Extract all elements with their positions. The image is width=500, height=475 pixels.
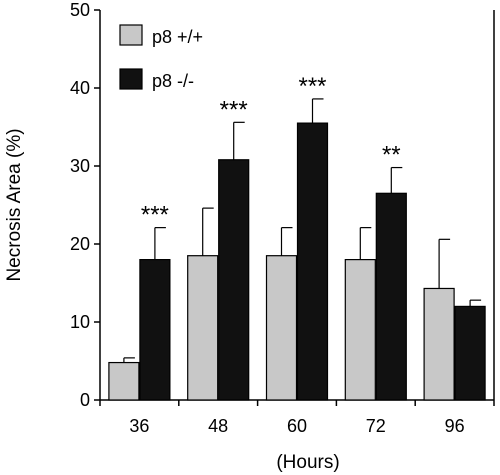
significance-marker: *** [141, 202, 169, 229]
x-tick-label: 36 [129, 416, 149, 436]
legend-swatch-p8-ko [119, 68, 143, 90]
y-tick-label: 20 [70, 234, 90, 254]
x-tick-label: 72 [366, 416, 386, 436]
bar-p8-ko [375, 192, 407, 401]
y-tick-label: 40 [70, 78, 90, 98]
y-tick-label: 10 [70, 312, 90, 332]
x-tick-label: 96 [445, 416, 465, 436]
y-tick-label: 0 [80, 390, 90, 410]
bar-p8-wt [265, 255, 298, 401]
bar-p8-ko [454, 305, 486, 401]
bar-p8-wt [187, 255, 219, 401]
significance-marker: ** [382, 142, 401, 169]
bar-p8-ko [139, 259, 171, 401]
x-tick-label: 48 [208, 416, 228, 436]
bar-p8-wt [423, 287, 455, 401]
legend-label-p8-ko: p8 -/- [152, 71, 194, 91]
y-axis-title: Necrosis Area (%) [4, 128, 25, 281]
bar-p8-wt [108, 361, 140, 401]
plot-area: 0 10 20 30 40 50 36 *** 48 *** 60 *** 72 ** 96 [70, 0, 495, 436]
x-axis-title: (Hours) [276, 452, 339, 473]
significance-marker: *** [298, 73, 326, 100]
significance-marker: *** [220, 96, 248, 123]
legend-label-p8-wt: p8 +/+ [152, 27, 203, 47]
bar-p8-ko [218, 159, 250, 401]
legend-swatch-p8-wt [119, 24, 143, 46]
y-tick-label: 50 [70, 0, 90, 20]
bar-p8-ko [296, 122, 329, 401]
legend: p8 +/+ p8 -/- [119, 24, 203, 91]
x-tick-label: 60 [287, 416, 307, 436]
y-tick-label: 30 [70, 156, 90, 176]
bar-p8-wt [344, 259, 376, 401]
